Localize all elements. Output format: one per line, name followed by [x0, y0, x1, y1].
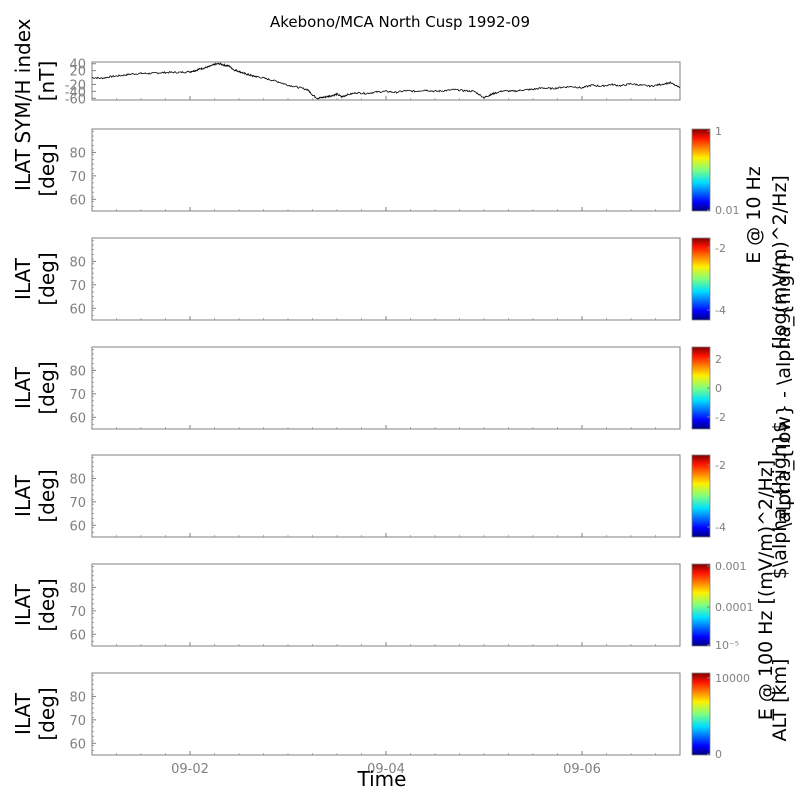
- x-tick-label: 09-06: [563, 762, 601, 777]
- panel-5: 80 70 60 ILAT [deg] -2 -4 $\alpha_{high}$: [11, 421, 791, 579]
- y-tick-label: 40: [69, 58, 86, 73]
- colorbar-tick-label: 0.01: [715, 204, 740, 217]
- y-tick-label: 70: [69, 496, 86, 511]
- colorbar-gradient: [691, 128, 711, 212]
- sym-h-series-line: [91, 62, 681, 100]
- colorbar-label: E @ 10 Hz: [743, 166, 765, 264]
- colorbar-gradient: [691, 563, 711, 647]
- panel-frame: [91, 454, 681, 538]
- colorbar-tick-label: 10⁻⁵: [715, 639, 739, 652]
- y-tick-label: 80: [69, 690, 86, 705]
- colorbar-tick-label: 0.001: [715, 560, 747, 573]
- y-axis-label: [deg]: [35, 361, 59, 414]
- y-tick-label: 60: [69, 519, 86, 534]
- panel-frame: [91, 563, 681, 647]
- y-tick-label: 60: [69, 737, 86, 752]
- y-axis-label: ILAT: [11, 474, 35, 517]
- colorbar-label: ALT [km]: [769, 659, 791, 742]
- y-tick-label: -20: [65, 78, 86, 93]
- y-tick-label: 20: [69, 65, 86, 80]
- y-axis-label: [deg]: [35, 469, 59, 522]
- colorbar-tick-label: -2: [715, 242, 726, 255]
- colorbar-label: E @ 100 Hz [(mV/m)^2/Hz]: [755, 460, 777, 720]
- colorbar-label: $\alpha_{high}$: [769, 421, 791, 579]
- panel-7: 80 70 60 ILAT [deg] 10000 0 ALT [km]: [11, 659, 791, 761]
- y-tick-label: 80: [69, 255, 86, 270]
- colorbar-tick-label: 10000: [715, 672, 750, 685]
- x-axis-label: Time: [357, 767, 407, 791]
- y-axis-label: [deg]: [35, 687, 59, 740]
- y-tick-label: -40: [65, 85, 86, 100]
- x-tick-label: 09-02: [171, 762, 209, 777]
- panel-frame: [91, 672, 681, 756]
- y-axis-label: [deg]: [35, 252, 59, 305]
- y-axis-label: [deg]: [35, 578, 59, 631]
- colorbar-4: -2 -4 $\alpha_{high}$: [691, 421, 791, 579]
- panel-frame: [91, 346, 681, 430]
- panel-2: 80 70 60 ILAT [deg] 1 0.01 E @ 10 Hz: [11, 125, 765, 264]
- y-tick-label: 80: [69, 472, 86, 487]
- colorbar-label: \alpha_{low} - \alpha_{high}: [773, 251, 795, 529]
- y-axis-label: ILAT: [11, 583, 35, 626]
- y-axis-label: ILAT: [11, 366, 35, 409]
- panel-frame: [91, 61, 681, 101]
- panel-frame: [91, 128, 681, 212]
- y-tick-label: 70: [69, 714, 86, 729]
- y-tick-label: 60: [69, 628, 86, 643]
- y-axis-label: ILAT: [11, 148, 35, 191]
- y-tick-label: 80: [69, 581, 86, 596]
- colorbar-5: 0.001 0.0001 10⁻⁵ E @ 100 Hz [(mV/m)^2/Hz]: [691, 460, 777, 720]
- colorbar-3: 2 0 -2 \alpha_{low} - \alpha_{high}: [691, 251, 795, 529]
- panel-frame: [91, 237, 681, 321]
- panel-3: 80 70 60 ILAT [deg] -2 -4 [log(mV/m)^2/Hz]: [11, 175, 791, 349]
- y-tick-label: 70: [69, 388, 86, 403]
- y-tick-label: 60: [69, 193, 86, 208]
- y-tick-label: 60: [69, 302, 86, 317]
- y-tick-label: 70: [69, 170, 86, 185]
- colorbar-gradient: [691, 454, 711, 538]
- colorbar-tick-label: 0: [715, 382, 722, 395]
- x-axis-ticks: 09-02 09-04 09-06: [171, 762, 601, 777]
- colorbar-label: [log(mV/m)^2/Hz]: [769, 175, 791, 349]
- chart-title: Akebono/MCA North Cusp 1992-09: [270, 13, 530, 31]
- y-axis-label: SYM/H index: [11, 18, 35, 143]
- y-tick-label: 80: [69, 364, 86, 379]
- colorbar-1: 1 0.01 E @ 10 Hz: [691, 125, 765, 264]
- colorbar-tick-label: 0: [715, 748, 722, 761]
- colorbar-tick-label: -2: [715, 411, 726, 424]
- colorbar-6: 10000 0 ALT [km]: [691, 659, 791, 761]
- colorbar-2: -2 -4 [log(mV/m)^2/Hz]: [691, 175, 791, 349]
- y-tick-label: 80: [69, 146, 86, 161]
- y-tick-label: 60: [69, 411, 86, 426]
- colorbar-tick-label: -4: [715, 521, 726, 534]
- y-axis-label: ILAT: [11, 692, 35, 735]
- colorbar-gradient: [691, 672, 711, 756]
- y-axis-label: [deg]: [35, 143, 59, 196]
- y-tick-label: 70: [69, 279, 86, 294]
- y-axis-label: ILAT: [11, 257, 35, 300]
- y-tick-label: 70: [69, 605, 86, 620]
- y-axis-label: [nT]: [35, 61, 59, 102]
- colorbar-tick-label: 2: [715, 353, 722, 366]
- colorbar-tick-label: -2: [715, 459, 726, 472]
- colorbar-tick-label: 0.0001: [715, 601, 754, 614]
- y-tick-label: -60: [65, 92, 86, 107]
- x-tick-label: 09-04: [367, 762, 405, 777]
- colorbar-gradient: [691, 237, 711, 321]
- colorbar-tick-label: -4: [715, 304, 726, 317]
- colorbar-tick-label: 1: [715, 125, 722, 138]
